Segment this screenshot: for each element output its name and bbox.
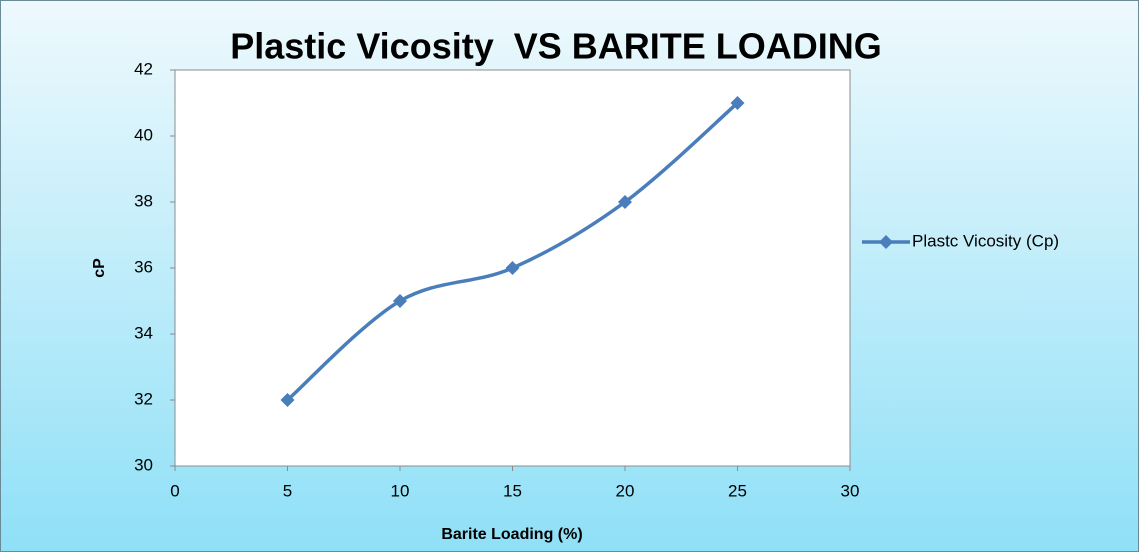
legend-marker [879, 235, 893, 249]
y-tick-label: 34 [134, 323, 153, 342]
x-tick-label: 20 [616, 481, 635, 500]
y-tick-label: 36 [134, 257, 153, 276]
data-point [505, 261, 520, 275]
x-tick-label: 10 [391, 481, 410, 500]
x-axis-title: Barite Loading (%) [441, 526, 582, 543]
legend-label: Plastc Vicosity (Cp) [912, 231, 1059, 250]
x-tick-label: 25 [728, 481, 747, 500]
data-point [280, 393, 295, 407]
x-tick-label: 30 [841, 481, 860, 500]
chart-title: Plastic Vicosity VS BARITE LOADING [230, 26, 882, 67]
x-tick-label: 0 [170, 481, 179, 500]
y-tick-label: 42 [134, 59, 153, 78]
data-point [730, 96, 745, 110]
x-tick-label: 15 [503, 481, 522, 500]
y-tick-label: 32 [134, 389, 153, 408]
data-point [618, 195, 632, 209]
data-point [393, 294, 407, 308]
y-tick-label: 38 [134, 191, 153, 210]
y-tick-label: 40 [134, 125, 153, 144]
x-tick-label: 5 [283, 481, 292, 500]
y-axis-title: cP [91, 258, 108, 278]
y-tick-label: 30 [134, 455, 153, 474]
